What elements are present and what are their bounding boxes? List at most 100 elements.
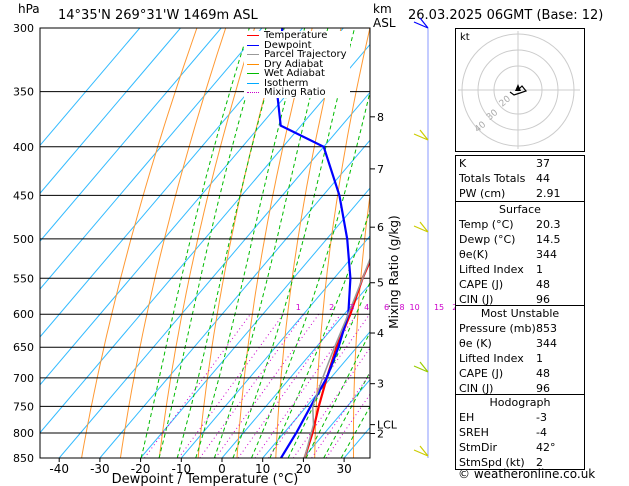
pressure-tick-label: 400 xyxy=(13,141,34,154)
legend-label: Parcel Trajectory xyxy=(264,49,347,60)
legend-label: Isotherm xyxy=(264,77,309,89)
x-tick-label: -30 xyxy=(90,462,110,476)
legend-label: Dry Adiabat xyxy=(264,58,324,70)
wind-barb xyxy=(413,221,429,233)
isotherm-line xyxy=(40,43,370,434)
isotherm-line xyxy=(140,187,370,458)
hodograph-trace xyxy=(509,85,528,96)
legend-label: Wet Adiabat xyxy=(264,68,325,79)
most-unstable-panel: Most Unstable Pressure (mb) 853 θe (K) 344… xyxy=(455,305,585,396)
mixing-ratio-label: 4 xyxy=(364,303,369,312)
legend-swatch xyxy=(247,63,259,65)
hodograph-ring-label-40: 40 xyxy=(473,120,488,135)
legend-item: Parcel Trajectory xyxy=(247,50,347,60)
dry-adiabat-line xyxy=(158,28,256,458)
isotherm-line xyxy=(40,28,263,290)
wet-adiabat-line xyxy=(232,28,356,458)
date-title: 26.03.2025 06GMT (Base: 12) xyxy=(408,8,604,23)
unstable-row: Lifted Index 1 xyxy=(459,352,543,365)
km-tick-label: 5 xyxy=(377,277,384,290)
pressure-tick-label: 300 xyxy=(13,22,34,35)
surface-row: CAPE (J) 48 xyxy=(459,278,550,291)
wet-adiabat-line xyxy=(269,208,370,458)
legend-item: Temperature xyxy=(247,31,347,41)
legend-item: Mixing Ratio xyxy=(247,88,347,98)
surface-row: Lifted Index 1 xyxy=(459,263,543,276)
temperature-profile xyxy=(303,258,370,458)
legend-item: Dewpoint xyxy=(247,40,347,51)
legend: Temperature Dewpoint Parcel Trajectory Dry … xyxy=(244,31,350,98)
isotherm-line xyxy=(40,28,181,195)
parcel-trajectory-profile xyxy=(303,256,370,458)
surface-row: Temp (°C) 20.3 xyxy=(459,218,561,231)
isotherm-line xyxy=(303,378,370,458)
km-tick-label: 8 xyxy=(377,111,384,124)
mixing-ratio-line xyxy=(237,313,342,458)
isotherm-line xyxy=(221,283,370,458)
mixing-ratio-label: 6 xyxy=(384,303,389,312)
mixing-ratio-line xyxy=(178,313,284,458)
mixing-ratio-label: 15 xyxy=(434,303,444,312)
dry-adiabat-line xyxy=(428,28,457,458)
wet-adiabat-line xyxy=(251,89,370,458)
asl-label: ASL xyxy=(373,16,396,30)
index-row: K 37 xyxy=(459,157,550,170)
legend-swatch xyxy=(247,35,259,37)
x-tick-label: -40 xyxy=(49,462,69,476)
unstable-row: θe (K) 344 xyxy=(459,337,557,350)
mixing-ratio-label: 3 xyxy=(349,303,354,312)
unstable-row: Pressure (mb) 853 xyxy=(459,322,557,335)
x-tick-label: -10 xyxy=(171,462,191,476)
hodograph-panel: kt 40 30 20 xyxy=(455,28,585,152)
hodograph-stats-row: SREH -4 xyxy=(459,426,547,439)
mixing-ratio-label: 2 xyxy=(329,303,334,312)
mixing-ratio-line xyxy=(199,313,305,458)
unstable-row: CAPE (J) 48 xyxy=(459,367,550,380)
legend-item: Wet Adiabat xyxy=(247,69,347,79)
indices-panel: K 37 Totals Totals 44 PW (cm) 2.91 xyxy=(455,155,585,203)
hodograph-stats-row: StmDir 42° xyxy=(459,441,556,454)
hodograph-stats-title: Hodograph xyxy=(489,396,551,409)
index-row: Totals Totals 44 xyxy=(459,172,550,185)
legend-item: Isotherm xyxy=(247,77,347,89)
legend-swatch xyxy=(247,44,259,46)
dry-adiabat-line xyxy=(236,28,313,458)
hodograph-unit-label: kt xyxy=(460,32,470,43)
x-tick-label: 10 xyxy=(255,462,270,476)
hodograph-ring-label-30: 30 xyxy=(485,108,500,123)
hodograph-stats-row: EH -3 xyxy=(459,411,547,424)
mixing-ratio-label: 8 xyxy=(399,303,404,312)
x-tick-label: -20 xyxy=(131,462,151,476)
x-tick-label: 30 xyxy=(336,462,351,476)
x-tick-label: 20 xyxy=(296,462,311,476)
dry-adiabat-line xyxy=(119,28,227,458)
hodograph-ring-label-20: 20 xyxy=(498,94,513,109)
wet-adiabat-line xyxy=(287,281,370,458)
surface-title: Surface xyxy=(499,203,541,216)
mixing-ratio-line xyxy=(254,313,358,458)
index-row: PW (cm) 2.91 xyxy=(459,187,561,200)
plot-frame xyxy=(39,27,371,459)
x-tick-label: 0 xyxy=(218,462,226,476)
legend-swatch xyxy=(247,92,259,94)
km-label: km xyxy=(373,2,392,16)
isotherm-line xyxy=(40,28,303,338)
legend-swatch xyxy=(247,54,259,56)
mixing-ratio-line xyxy=(215,313,320,458)
hodograph-storm-marker xyxy=(515,84,521,91)
wet-adiabat-line xyxy=(195,28,306,458)
pressure-tick-label: 650 xyxy=(13,341,34,354)
surface-row: CIN (J) 96 xyxy=(459,293,550,306)
dry-adiabat-line xyxy=(81,28,198,458)
most-unstable-title: Most Unstable xyxy=(480,307,560,320)
wet-adiabat-line xyxy=(176,28,285,458)
wind-barb xyxy=(413,17,429,29)
pressure-tick-label: 850 xyxy=(13,452,34,465)
pressure-tick-label: 800 xyxy=(13,427,34,440)
wind-barb xyxy=(413,129,429,141)
x-axis-label: Dewpoint / Temperature (°C) xyxy=(112,472,299,486)
isotherm-line xyxy=(99,139,370,458)
dry-adiabat-line xyxy=(596,28,625,458)
legend-label: Temperature xyxy=(264,30,328,41)
